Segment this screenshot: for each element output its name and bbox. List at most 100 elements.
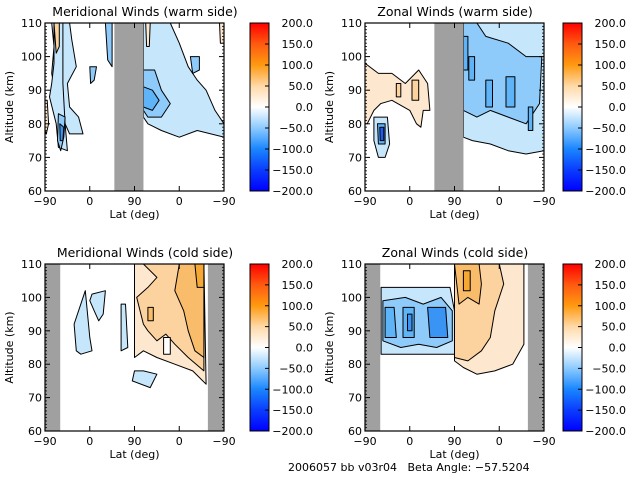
x-axis-label: Lat (deg) (110, 448, 160, 461)
contour-region (384, 306, 397, 338)
contour-region (411, 79, 420, 101)
y-tick-label: 90 (28, 84, 42, 97)
chart-title: Zonal Winds (cold side) (382, 245, 528, 260)
contour-region (462, 23, 543, 125)
colorbar-tick-label: 0.0 (296, 342, 314, 355)
contour-region (462, 35, 469, 71)
x-axis-label: Lat (deg) (430, 448, 480, 461)
y-tick-label: 60 (348, 185, 362, 198)
panel-zonal-warm: 60 70 80 90 100 110 −90 0 90 0 −90 Lat (deg) Altitud… (323, 4, 626, 221)
y-tick-label: 60 (28, 185, 42, 198)
y-axis-label: Altitude (km) (3, 311, 16, 383)
y-tick-label: 80 (28, 358, 42, 371)
y-tick-label: 60 (28, 425, 42, 438)
colorbar-tick-label: −50.0 (279, 362, 313, 375)
y-axis-label: Altitude (km) (3, 71, 16, 143)
y-tick-label: 100 (341, 51, 362, 64)
colorbar-tick-label: −50.0 (279, 122, 313, 135)
y-tick-label: 70 (348, 151, 362, 164)
x-tick-label: 0 (176, 435, 183, 448)
colorbar-tick-label: −150.0 (585, 164, 626, 177)
colorbar-tick-label: −200.0 (272, 185, 313, 198)
x-tick-label: 90 (448, 435, 462, 448)
y-tick-label: 80 (348, 118, 362, 131)
panel-meridional-warm: 60 70 80 90 100 110 −90 0 90 0 −90 Lat (deg) Altitud… (3, 4, 313, 221)
colorbar-tick-label: −200.0 (272, 425, 313, 438)
contour-region (468, 56, 476, 81)
contour-region (427, 306, 449, 338)
y-tick-label: 90 (348, 325, 362, 338)
colorbar-tick-label: −150.0 (272, 404, 313, 417)
colorbar-tick-label: 200.0 (282, 258, 314, 271)
no-data-band (527, 264, 544, 431)
y-tick-label: 70 (348, 392, 362, 405)
y-tick-label: 100 (21, 51, 42, 64)
colorbar-tick-label: −200.0 (585, 425, 626, 438)
y-tick-label: 100 (21, 291, 42, 304)
y-tick-label: 110 (21, 17, 42, 30)
colorbar-tick-label: −100.0 (272, 383, 313, 396)
y-tick-label: 70 (28, 151, 42, 164)
y-tick-label: 110 (21, 258, 42, 271)
contour-region (59, 123, 65, 142)
no-data-band (365, 264, 381, 431)
contour-region (189, 56, 200, 74)
colorbar-tick-label: 50.0 (602, 80, 627, 93)
footer-version: v03r04 (357, 461, 397, 474)
contour-region (89, 66, 97, 84)
x-tick-label: −90 (532, 435, 555, 448)
panel-zonal-cold: 60 70 80 90 100 110 −90 0 90 0 −90 Lat (deg) Altitud… (323, 245, 626, 461)
colorbar-tick-label: −100.0 (272, 143, 313, 156)
plot-area (45, 23, 224, 191)
colorbar-tick-label: −50.0 (592, 122, 626, 135)
contour-region (147, 306, 154, 322)
x-tick-label: −90 (212, 195, 235, 208)
x-tick-label: −90 (353, 435, 376, 448)
footer-mode: bb (340, 461, 355, 474)
footer-info: 2006057 bb v03r04 Beta Angle: −57.5204 (288, 461, 530, 474)
colorbar-tick-label: 0.0 (296, 101, 314, 114)
contour-region (120, 303, 129, 352)
contour-region (89, 290, 106, 322)
x-tick-label: −90 (212, 435, 235, 448)
colorbar-tick-label: 150.0 (595, 279, 627, 292)
chart-title: Meridional Winds (warm side) (52, 4, 237, 19)
colorbar-tick-label: 100.0 (595, 59, 627, 72)
x-tick-label: 0 (496, 435, 503, 448)
x-tick-label: −90 (353, 195, 376, 208)
footer-beta-value: −57.5204 (474, 461, 530, 474)
contour-region (505, 76, 516, 108)
x-axis-label: Lat (deg) (430, 208, 480, 221)
contour-region (131, 370, 158, 389)
plot-area (365, 23, 544, 191)
colorbar-tick-label: 200.0 (282, 17, 314, 30)
x-tick-label: 0 (406, 435, 413, 448)
colorbar-tick-label: 50.0 (289, 321, 314, 334)
y-tick-label: 80 (28, 118, 42, 131)
y-tick-label: 80 (348, 358, 362, 371)
chart-title: Meridional Winds (cold side) (57, 245, 233, 260)
x-tick-label: 90 (448, 195, 462, 208)
contour-region (163, 337, 171, 355)
chart-title: Zonal Winds (warm side) (377, 4, 532, 19)
colorbar-tick-label: −150.0 (272, 164, 313, 177)
contour-region (379, 126, 385, 142)
no-data-band (45, 264, 61, 431)
x-axis-label: Lat (deg) (110, 208, 160, 221)
plot-area (365, 264, 544, 431)
colorbar-tick-label: −150.0 (585, 404, 626, 417)
colorbar-tick-label: 0.0 (609, 342, 627, 355)
colorbar-tick-label: 50.0 (289, 80, 314, 93)
y-tick-label: 110 (341, 17, 362, 30)
x-tick-label: 0 (86, 435, 93, 448)
y-tick-label: 90 (28, 325, 42, 338)
colorbar-tick-label: 100.0 (282, 59, 314, 72)
y-axis-label: Altitude (km) (323, 311, 336, 383)
contour-region (219, 23, 224, 44)
contour-region (104, 23, 113, 68)
y-axis-label: Altitude (km) (323, 71, 336, 143)
contour-region (485, 79, 493, 108)
colorbar-tick-label: −100.0 (585, 383, 626, 396)
x-tick-label: 90 (128, 435, 142, 448)
